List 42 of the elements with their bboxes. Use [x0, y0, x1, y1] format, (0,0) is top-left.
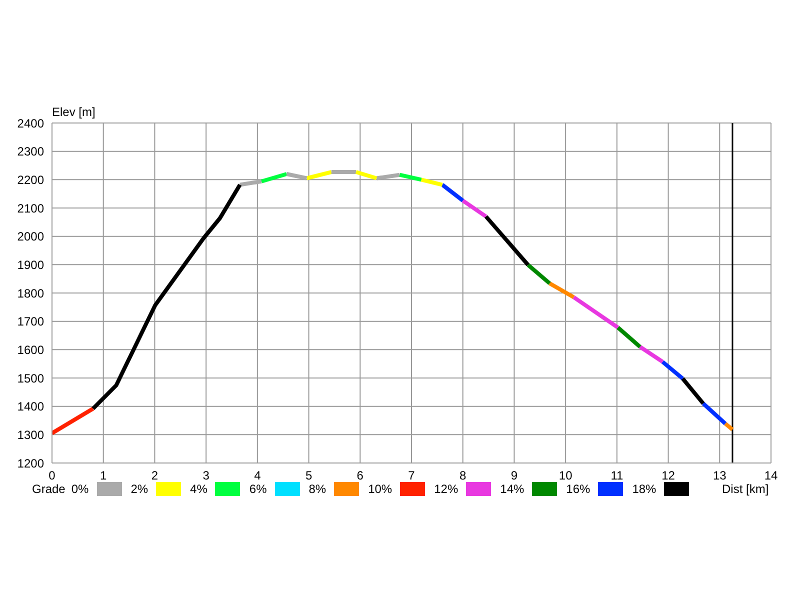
- x-tick-label: 11: [610, 468, 624, 483]
- x-tick-label: 8: [460, 468, 467, 483]
- y-tick-label: 2000: [17, 230, 44, 244]
- x-tick-label: 9: [510, 468, 518, 483]
- y-tick-label: 2300: [17, 144, 44, 159]
- x-tick-label: 10: [558, 468, 573, 483]
- y-tick-label: 1200: [17, 456, 44, 470]
- x-tick-label: 7: [408, 468, 416, 483]
- x-tick-label: 2: [151, 468, 158, 483]
- legend-label: 2%: [130, 482, 148, 496]
- y-tick-label: 1800: [17, 286, 44, 300]
- y-tick-label: 2100: [17, 201, 44, 216]
- x-tick-label: 13: [712, 468, 727, 483]
- y-tick-label: 2200: [17, 172, 44, 187]
- x-tick-label: 14: [764, 468, 778, 483]
- y-tick-label: 1400: [17, 400, 44, 414]
- legend-label: 4%: [190, 482, 208, 496]
- y-tick-label: 1900: [17, 258, 44, 272]
- y-tick-label: 1500: [17, 371, 44, 386]
- y-tick-label: 1700: [17, 314, 44, 329]
- x-tick-label: 1: [100, 468, 108, 483]
- legend-label: 14%: [500, 482, 524, 496]
- legend-label: 16%: [566, 482, 590, 496]
- y-axis-title: Elev [m]: [52, 105, 96, 119]
- x-tick-label: 6: [356, 468, 364, 483]
- x-axis-title: Dist [km]: [722, 482, 769, 496]
- y-tick-label: 2400: [17, 116, 44, 130]
- legend-label: 6%: [249, 482, 267, 496]
- legend-label: 0%: [71, 482, 89, 496]
- legend-label: 18%: [632, 482, 656, 496]
- legend-label: 12%: [434, 482, 458, 496]
- legend-title: Grade: [32, 482, 66, 496]
- legend-label: 8%: [308, 482, 326, 496]
- y-tick-label: 1300: [17, 428, 44, 442]
- x-tick-label: 4: [254, 468, 262, 483]
- x-tick-label: 5: [305, 468, 312, 483]
- legend-label: 10%: [368, 482, 392, 496]
- y-tick-label: 1600: [17, 342, 44, 357]
- x-tick-label: 12: [662, 468, 676, 483]
- x-tick-label: 0: [48, 468, 56, 483]
- line-series: [91, 182, 242, 411]
- x-tick-label: 3: [202, 468, 210, 483]
